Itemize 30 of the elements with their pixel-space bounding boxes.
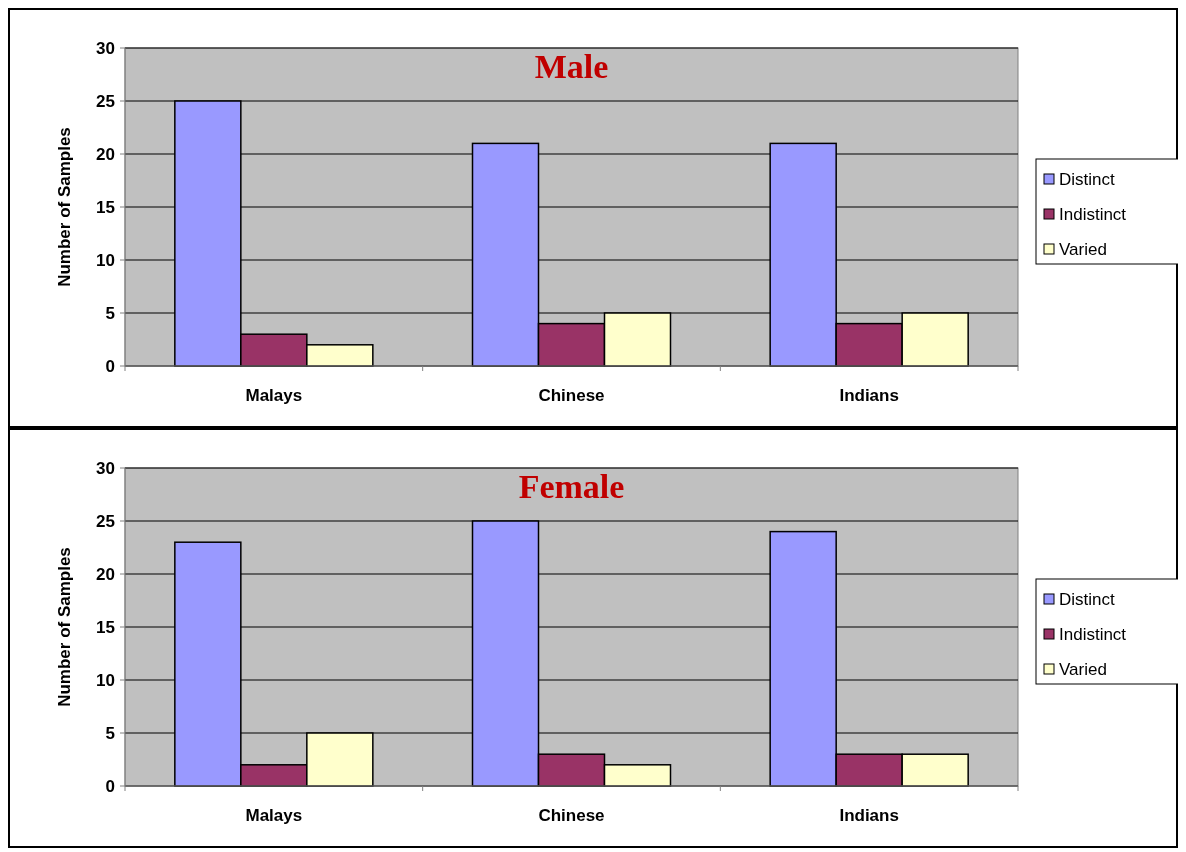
y-tick-label: 15	[96, 197, 115, 217]
x-tick-label: Indians	[839, 806, 899, 825]
x-tick-label: Malays	[245, 386, 303, 405]
y-tick-label: 30	[96, 38, 115, 58]
y-tick-label: 25	[96, 91, 115, 111]
y-axis-title: Number of Samples	[55, 547, 74, 707]
y-tick-label: 20	[96, 144, 115, 164]
legend-label: Varied	[1059, 239, 1107, 259]
chart-title: Male	[534, 48, 609, 85]
chart-title: Female	[518, 468, 625, 505]
legend-label: Varied	[1059, 659, 1107, 679]
y-tick-label: 15	[96, 617, 115, 637]
x-tick-label: Malays	[245, 806, 303, 825]
legend-label: Distinct	[1059, 169, 1116, 189]
legend-label: Indistinct	[1059, 624, 1127, 644]
y-tick-label: 5	[105, 723, 115, 743]
y-tick-label: 20	[96, 564, 115, 584]
x-tick-label: Chinese	[538, 806, 605, 825]
y-tick-label: 0	[105, 776, 115, 796]
x-tick-label: Chinese	[538, 386, 605, 405]
y-axis-title: Number of Samples	[55, 127, 74, 287]
legend-label: Indistinct	[1059, 204, 1127, 224]
legend-label: Distinct	[1059, 589, 1116, 609]
y-tick-label: 25	[96, 511, 115, 531]
y-tick-label: 5	[105, 303, 115, 323]
y-tick-label: 10	[96, 250, 115, 270]
y-tick-label: 10	[96, 670, 115, 690]
y-tick-label: 0	[105, 356, 115, 376]
x-tick-label: Indians	[839, 386, 899, 405]
y-tick-label: 30	[96, 458, 115, 478]
